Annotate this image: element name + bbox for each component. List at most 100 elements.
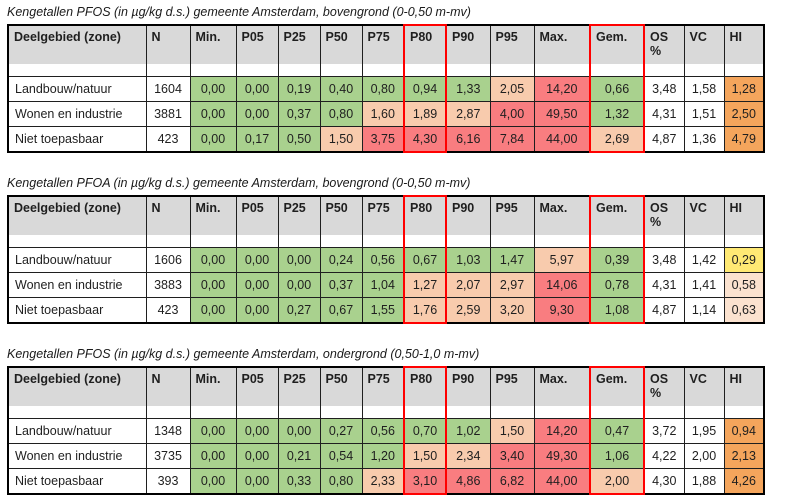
value-cell: 0,40 (319, 76, 363, 102)
value-cell: 0,00 (235, 418, 279, 444)
zone-cell: Landbouw/natuur (7, 418, 147, 444)
value-cell: 3883 (145, 272, 191, 298)
value-cell: 0,66 (589, 76, 645, 102)
spacer-cell (189, 235, 237, 248)
spacer-cell (489, 64, 535, 77)
spacer-cell (643, 64, 685, 77)
table-row: Niet toepasbaar 423 0,00 0,17 0,50 1,50 3,75 4,… (7, 126, 765, 153)
column-header-n: N (145, 24, 191, 64)
table-row: Wonen en industrie 3883 0,00 0,00 0,00 0,37 1,… (7, 272, 765, 298)
value-cell: 423 (145, 126, 191, 153)
value-cell: 9,30 (533, 297, 591, 324)
value-cell: 49,30 (533, 443, 591, 469)
spacer-cell (403, 406, 447, 419)
value-cell: 2,13 (723, 443, 765, 469)
value-cell: 1,76 (403, 297, 447, 324)
value-cell: 1,50 (489, 418, 535, 444)
header-row: Deelgebied (zone) N Min. P05 P25 P50 P75 P80 P90… (7, 24, 765, 64)
zone-cell: Landbouw/natuur (7, 76, 147, 102)
column-header-gem: Gem. (589, 195, 645, 235)
statistics-table-pfos-bovengrond: Deelgebied (zone) N Min. P05 P25 P50 P75 P80 P90… (7, 24, 765, 153)
value-cell: 1,50 (319, 126, 363, 153)
value-cell: 44,00 (533, 126, 591, 153)
table-title: Kengetallen PFOS (in µg/kg d.s.) gemeent… (7, 347, 480, 361)
column-header-vc: VC (683, 366, 725, 406)
statistics-table-pfos-ondergrond: Deelgebied (zone) N Min. P05 P25 P50 P75 P80 P90… (7, 366, 765, 495)
value-cell: 0,37 (319, 272, 363, 298)
value-cell: 2,97 (489, 272, 535, 298)
value-cell: 3,75 (361, 126, 405, 153)
value-cell: 49,50 (533, 101, 591, 127)
value-cell: 0,00 (235, 443, 279, 469)
value-cell: 7,84 (489, 126, 535, 153)
value-cell: 1,14 (683, 297, 725, 324)
value-cell: 0,00 (277, 418, 321, 444)
spacer-cell (235, 235, 279, 248)
zone-cell: Niet toepasbaar (7, 297, 147, 324)
column-header-p90: P90 (445, 24, 491, 64)
value-cell: 1606 (145, 247, 191, 273)
report-page: Kengetallen PFOS (in µg/kg d.s.) gemeent… (7, 4, 786, 495)
spacer-cell (489, 406, 535, 419)
zone-cell: Landbouw/natuur (7, 247, 147, 273)
spacer-cell (723, 64, 765, 77)
spacer-cell (319, 406, 363, 419)
value-cell: 1,03 (445, 247, 491, 273)
spacer-cell (403, 235, 447, 248)
table-row: Wonen en industrie 3881 0,00 0,00 0,37 0,80 1,… (7, 101, 765, 127)
column-header-os: OS % (643, 366, 685, 406)
column-header-p95: P95 (489, 195, 535, 235)
statistics-table-pfoa-bovengrond: Deelgebied (zone) N Min. P05 P25 P50 P75 P80 P90… (7, 195, 765, 324)
value-cell: 0,00 (235, 468, 279, 495)
value-cell: 3,10 (403, 468, 447, 495)
column-header-min: Min. (189, 366, 237, 406)
column-header-max: Max. (533, 24, 591, 64)
table-row: Wonen en industrie 3735 0,00 0,00 0,21 0,54 1,… (7, 443, 765, 469)
value-cell: 14,20 (533, 76, 591, 102)
column-header-n: N (145, 366, 191, 406)
spacer-cell (7, 406, 147, 419)
value-cell: 4,79 (723, 126, 765, 153)
column-header-p25: P25 (277, 366, 321, 406)
value-cell: 1,41 (683, 272, 725, 298)
value-cell: 393 (145, 468, 191, 495)
value-cell: 0,67 (403, 247, 447, 273)
table-section-pfoa-bovengrond: Kengetallen PFOA (in µg/kg d.s.) gemeent… (7, 175, 786, 324)
value-cell: 3881 (145, 101, 191, 127)
spacer-cell (723, 406, 765, 419)
column-header-p05: P05 (235, 366, 279, 406)
spacer-cell (683, 235, 725, 248)
spacer-cell (277, 64, 321, 77)
spacer-cell (189, 64, 237, 77)
spacer-cell (643, 406, 685, 419)
zone-cell: Niet toepasbaar (7, 468, 147, 495)
value-cell: 3,20 (489, 297, 535, 324)
spacer-cell (235, 64, 279, 77)
value-cell: 3,48 (643, 247, 685, 273)
column-header-min: Min. (189, 195, 237, 235)
spacer-cell (7, 235, 147, 248)
column-header-p50: P50 (319, 366, 363, 406)
column-header-p80: P80 (403, 24, 447, 64)
column-header-zone: Deelgebied (zone) (7, 366, 147, 406)
value-cell: 2,87 (445, 101, 491, 127)
spacer-cell (361, 64, 405, 77)
value-cell: 0,27 (319, 418, 363, 444)
value-cell: 2,69 (589, 126, 645, 153)
value-cell: 2,50 (723, 101, 765, 127)
table-row: Landbouw/natuur 1348 0,00 0,00 0,00 0,27 0,56 0… (7, 418, 765, 444)
value-cell: 14,06 (533, 272, 591, 298)
value-cell: 0,00 (189, 418, 237, 444)
spacer-cell (683, 64, 725, 77)
value-cell: 1,89 (403, 101, 447, 127)
column-header-os: OS % (643, 195, 685, 235)
value-cell: 1,51 (683, 101, 725, 127)
value-cell: 1,27 (403, 272, 447, 298)
column-header-p95: P95 (489, 366, 535, 406)
value-cell: 0,00 (235, 247, 279, 273)
spacer-cell (403, 64, 447, 77)
value-cell: 1,58 (683, 76, 725, 102)
value-cell: 0,58 (723, 272, 765, 298)
value-cell: 1,33 (445, 76, 491, 102)
spacer-row (7, 235, 765, 248)
